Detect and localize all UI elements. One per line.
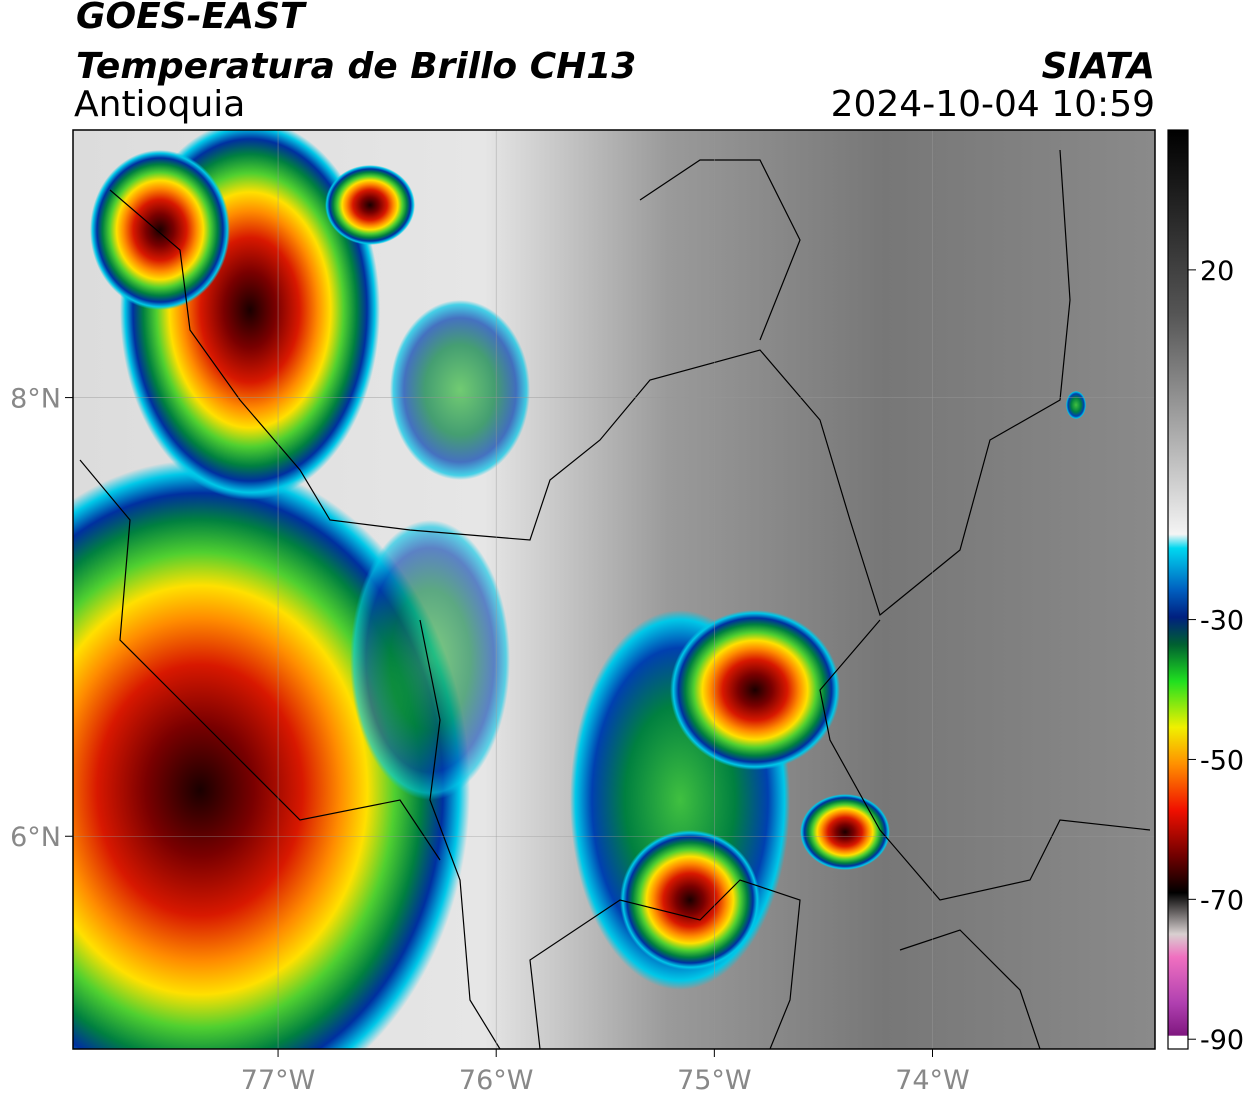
x-tick-label: 76°W	[459, 1065, 534, 1096]
y-tick-label: 8°N	[10, 384, 61, 415]
region: Antioquia	[74, 84, 245, 125]
x-tick-label: 74°W	[895, 1065, 970, 1096]
map-frame	[72, 129, 1156, 1050]
x-tick-label: 75°W	[677, 1065, 752, 1096]
colorbar-tick-label: 20	[1200, 256, 1234, 287]
colorbar-tick-label: -50	[1200, 745, 1244, 776]
y-tick-label: 6°N	[10, 822, 61, 853]
title: GOES-EAST	[76, 0, 307, 37]
source: SIATA	[1042, 46, 1155, 87]
x-tick-label: 77°W	[241, 1065, 316, 1096]
colorbar-tick-label: -70	[1200, 885, 1244, 916]
colorbar	[1167, 129, 1189, 1050]
satellite-image	[73, 130, 1155, 1049]
colorbar-tick-label: -90	[1200, 1025, 1244, 1056]
timestamp: 2024-10-04 10:59	[831, 84, 1155, 125]
colorbar-tick-label: -30	[1200, 606, 1244, 637]
subtitle: Temperatura de Brillo CH13	[76, 46, 636, 87]
